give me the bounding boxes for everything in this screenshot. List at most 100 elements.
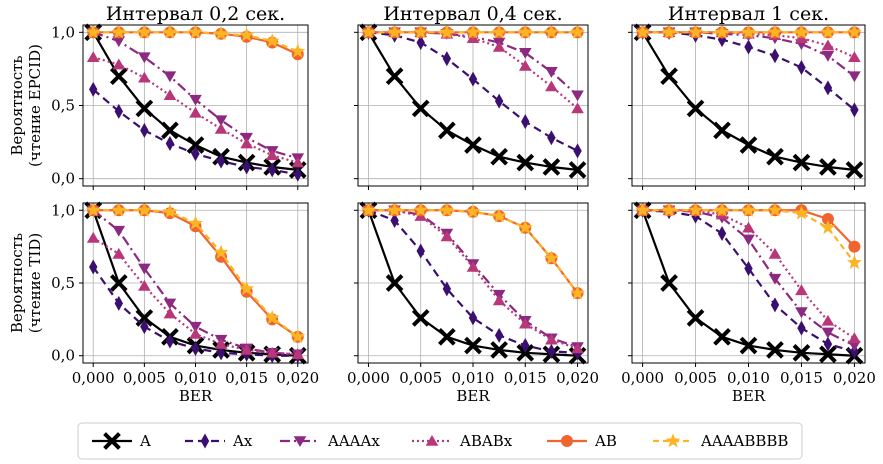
y-tick-label: 0,0	[51, 170, 75, 188]
data-point-AAAAx	[848, 340, 861, 352]
data-point-A-stroke	[792, 153, 811, 172]
data-point-Ax	[165, 333, 175, 349]
data-point-AAAABBBB	[570, 285, 585, 300]
data-point-A-stroke	[766, 341, 784, 359]
data-point-AAAABBBB	[846, 254, 862, 269]
data-point-Ax	[744, 260, 753, 276]
data-point-ABABx	[518, 317, 532, 329]
x-tick-label: 0,020	[833, 369, 876, 387]
data-point-AAAABBBB	[661, 24, 677, 39]
data-point-AAAAx	[112, 225, 126, 237]
data-point-A	[686, 309, 705, 327]
legend-label: AAAAx	[327, 432, 380, 450]
data-point-Ax	[797, 59, 806, 75]
legend-swatch-marker	[103, 432, 121, 450]
data-point-A	[568, 161, 587, 179]
data-point-A-stroke	[161, 121, 179, 140]
data-point-Ax	[573, 143, 582, 159]
data-point-A	[464, 336, 482, 355]
legend-label: AB	[594, 432, 617, 450]
data-point-Ax	[416, 35, 425, 51]
data-point-A-stroke	[686, 99, 705, 118]
x-tick-label: 0,010	[727, 369, 770, 387]
data-point-A-stroke	[686, 309, 705, 327]
y-tick-label: 1,0	[51, 201, 75, 219]
data-point-Ax	[416, 243, 425, 259]
legend: A Ax AAAAx ABABx AB AAAABBBB	[77, 422, 803, 460]
data-point-ABABx	[112, 247, 126, 259]
data-point-AAAABBBB	[239, 281, 255, 296]
data-point-Ax	[547, 343, 556, 359]
data-point-AAAABBBB	[213, 25, 229, 41]
data-point-A	[516, 153, 535, 172]
data-point-AAAAx	[163, 71, 177, 83]
data-point-ABABx	[571, 102, 584, 114]
data-point-AAAABBBB	[264, 310, 280, 325]
data-point-A-stroke	[135, 99, 154, 118]
data-point-AAAAx	[518, 48, 532, 59]
data-point-AAAAx	[189, 321, 202, 333]
data-point-A-stroke	[438, 121, 456, 140]
data-point-Ax	[140, 319, 149, 335]
data-point-A-stroke	[660, 67, 678, 86]
data-point-A-stroke	[411, 309, 430, 327]
data-point-ABABx	[821, 314, 835, 326]
data-point-A-stroke	[109, 274, 128, 292]
series-line-AAAAx	[92, 209, 298, 356]
data-point-AAAABBBB	[264, 33, 280, 48]
data-point-A	[135, 99, 154, 118]
panel-4: 0,000 0,005 0,010 0,015 0,020 0,0 0,5 1,0 BER Вер…	[8, 201, 319, 405]
data-point-AAAABBBB	[688, 202, 703, 217]
data-point-AAAABBBB	[741, 24, 756, 39]
data-point-Ax	[89, 259, 98, 275]
y-axis-label: Вероятность	[8, 233, 26, 333]
legend-swatch-marker	[561, 435, 573, 447]
data-point-AAAAx	[112, 36, 126, 48]
data-point-A-stroke	[819, 345, 837, 364]
data-point-AAAABBBB	[361, 202, 376, 217]
data-point-A	[792, 153, 811, 172]
data-point-A-stroke	[438, 327, 456, 346]
data-point-ABABx	[240, 137, 253, 149]
data-point-A	[186, 136, 205, 154]
data-point-ABABx	[163, 89, 177, 101]
data-point-AAAAx	[138, 52, 151, 64]
data-point-AAAAx	[214, 115, 228, 127]
data-point-ABABx	[265, 346, 279, 358]
data-point-A	[542, 158, 561, 176]
data-point-A-stroke	[490, 147, 508, 166]
data-point-A	[411, 309, 430, 327]
series-line-ABABx	[368, 31, 579, 110]
data-point-ABABx	[795, 284, 808, 296]
data-point-Ax	[216, 153, 226, 169]
data-point-A	[109, 274, 128, 292]
data-point-AAAAx	[848, 71, 861, 83]
data-point-Ax	[114, 103, 123, 119]
data-point-AAAAx	[163, 298, 177, 310]
series-line-ABABx	[92, 56, 299, 164]
data-point-ABABx	[742, 221, 755, 233]
data-point-ABABx	[440, 230, 454, 242]
data-point-Ax	[547, 130, 556, 146]
data-point-AAAAx	[795, 307, 808, 319]
data-point-Ax	[191, 340, 200, 356]
data-point-AAAABBBB	[188, 24, 203, 39]
data-point-AAAAx	[821, 50, 835, 62]
x-tick-label: 0,000	[347, 369, 390, 387]
data-point-AAAABBBB	[517, 219, 533, 235]
data-point-Ax	[823, 80, 833, 96]
x-axis-label: BER	[179, 387, 213, 405]
data-point-A	[819, 158, 837, 176]
data-point-AAAABBBB	[846, 24, 862, 39]
data-point-A	[464, 136, 482, 154]
panel-title: Интервал 0,4 сек.	[383, 3, 562, 25]
data-point-AAAABBBB	[465, 203, 481, 219]
legend-swatch-marker	[425, 435, 439, 446]
panel-title: Интервал 1 сек.	[668, 3, 829, 25]
data-point-AAAABBBB	[111, 24, 127, 39]
data-point-A	[438, 327, 456, 346]
data-point-ABABx	[571, 342, 584, 354]
data-point-A-stroke	[464, 336, 482, 355]
data-point-ABABx	[189, 106, 202, 118]
data-point-ABABx	[189, 327, 202, 339]
